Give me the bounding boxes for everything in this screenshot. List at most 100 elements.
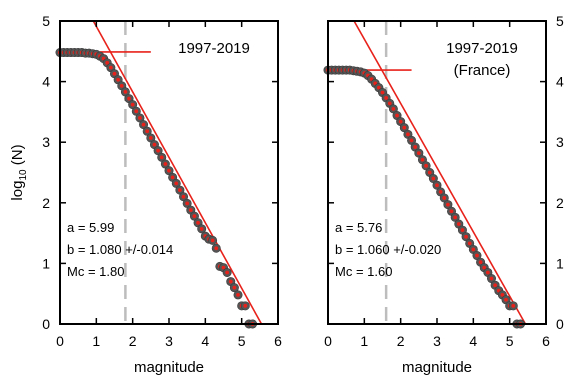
- chart-panel-1: 0 1 2 3 4 5 6 0 1 2 3 4 5 magnitude log10 (N) 1997-2019…: [9, 13, 282, 376]
- data-point-center: [449, 209, 454, 214]
- data-point-center: [243, 303, 248, 308]
- data-point-center: [192, 214, 197, 219]
- data-point-center: [376, 85, 381, 90]
- data-point-center: [105, 60, 110, 65]
- data-point-center: [178, 188, 182, 192]
- data-point-center: [148, 136, 153, 140]
- data-point-center: [236, 293, 240, 297]
- stat-line: b = 1.080 +/-0.014: [67, 242, 173, 257]
- data-point-center: [116, 77, 121, 82]
- data-point-center: [214, 246, 219, 251]
- data-point-center: [402, 125, 407, 130]
- data-point-center: [431, 176, 436, 181]
- panel-title: 1997-2019: [446, 40, 518, 57]
- y-tick-label: 5: [556, 13, 564, 29]
- data-point-center: [127, 96, 131, 101]
- data-point-center: [225, 270, 230, 275]
- data-point-center: [504, 297, 508, 302]
- panel-title: 1997-2019: [178, 40, 250, 57]
- data-point-center: [138, 116, 142, 120]
- y-tick-label: 1: [556, 255, 564, 271]
- data-point-center: [442, 196, 447, 200]
- x-tick-label: 5: [506, 333, 514, 349]
- data-point-center: [446, 202, 450, 207]
- data-point-center: [199, 226, 204, 231]
- data-point-center: [464, 234, 468, 239]
- data-point-center: [112, 71, 117, 76]
- data-point-center: [475, 253, 479, 258]
- data-point-center: [482, 265, 487, 270]
- y-tick-label: 3: [556, 134, 564, 150]
- data-point-center: [511, 303, 516, 308]
- data-point-center: [141, 122, 146, 127]
- chart-panel-2: 0 1 2 3 4 5 6012345magnitude1997-2019(France)a…: [323, 13, 564, 376]
- data-point-center: [456, 222, 461, 226]
- data-point-center: [108, 65, 113, 70]
- data-point-center: [478, 260, 483, 265]
- x-tick-label: 4: [201, 333, 209, 349]
- data-point-center: [159, 155, 164, 160]
- data-point-center: [500, 293, 505, 297]
- data-point-center: [145, 129, 150, 134]
- data-point-center: [232, 285, 237, 290]
- panel-subtitle: (France): [454, 62, 511, 79]
- x-tick-label: 1: [92, 333, 100, 349]
- x-tick-label: 4: [469, 333, 477, 349]
- x-axis-title: magnitude: [134, 359, 204, 376]
- data-point-center: [398, 119, 403, 124]
- data-point-center: [185, 201, 190, 206]
- data-point-center: [420, 157, 425, 162]
- x-tick-label: 3: [433, 333, 441, 349]
- y-tick-label: 4: [556, 74, 564, 90]
- data-point-center: [395, 113, 399, 118]
- stat-line: b = 1.060 +/-0.020: [335, 242, 441, 257]
- x-tick-label: 2: [397, 333, 405, 349]
- y-tick-label: 1: [42, 255, 50, 271]
- data-point-center: [196, 220, 200, 225]
- y-tick-label: 5: [42, 13, 50, 29]
- data-point-center: [485, 270, 490, 275]
- x-tick-label: 0: [56, 333, 64, 349]
- stat-line: Mc = 1.60: [335, 264, 392, 279]
- fit-line: [92, 21, 263, 324]
- data-point-center: [384, 96, 389, 100]
- data-point-center: [489, 276, 494, 281]
- stat-line: a = 5.76: [335, 220, 382, 235]
- data-point-center: [163, 162, 168, 166]
- data-point-center: [167, 168, 171, 173]
- y-tick-label: 0: [556, 316, 564, 332]
- y-tick-label: 2: [556, 195, 564, 211]
- data-point-center: [174, 181, 179, 186]
- stat-line: Mc = 1.80: [67, 264, 124, 279]
- x-tick-label: 6: [274, 333, 282, 349]
- y-tick-label: 3: [42, 134, 50, 150]
- x-tick-label: 2: [129, 333, 137, 349]
- data-point-center: [467, 241, 472, 246]
- data-point-center: [391, 106, 396, 111]
- data-point-center: [493, 283, 498, 288]
- data-point-center: [416, 151, 421, 156]
- x-tick-label: 1: [360, 333, 368, 349]
- data-point-center: [181, 194, 186, 199]
- data-point-center: [427, 170, 432, 175]
- data-point-center: [438, 189, 443, 194]
- data-point-center: [210, 238, 215, 243]
- data-point-center: [406, 132, 410, 137]
- fit-line: [353, 21, 527, 324]
- data-point-center: [460, 228, 465, 232]
- data-point-center: [123, 90, 128, 94]
- y-tick-label: 2: [42, 195, 50, 211]
- data-point-center: [471, 247, 476, 252]
- y-tick-label: 4: [42, 74, 50, 90]
- x-axis-title: magnitude: [402, 359, 472, 376]
- data-point-center: [170, 175, 175, 180]
- data-point-center: [188, 208, 193, 212]
- data-point-center: [453, 215, 458, 220]
- data-point-center: [228, 279, 233, 284]
- x-tick-label: 6: [542, 333, 550, 349]
- data-point-center: [413, 145, 418, 149]
- stat-line: a = 5.99: [67, 220, 114, 235]
- data-point-center: [424, 163, 428, 168]
- x-tick-label: 0: [324, 333, 332, 349]
